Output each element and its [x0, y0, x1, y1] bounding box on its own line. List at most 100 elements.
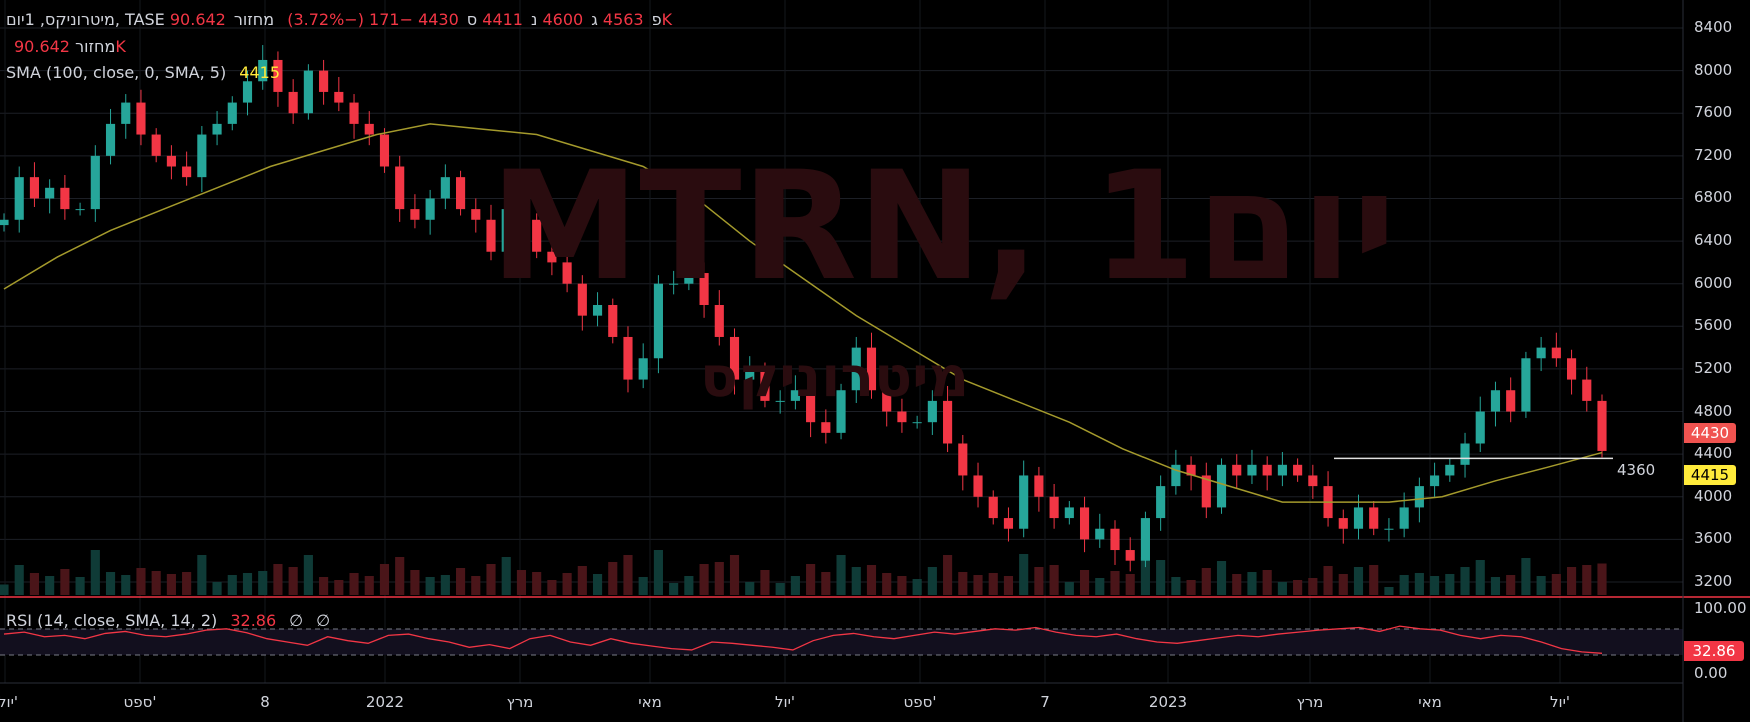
- price-axis-label: 4000: [1694, 486, 1733, 505]
- candle: [745, 368, 755, 380]
- volume-bar: [303, 555, 313, 595]
- candle: [729, 336, 740, 380]
- volume-bar: [242, 573, 253, 595]
- candle: [1216, 464, 1227, 508]
- volume-bar: [532, 572, 542, 595]
- price-axis-label: 6800: [1694, 188, 1733, 207]
- candle: [790, 390, 800, 401]
- candle: [227, 102, 237, 124]
- volume-bar: [1430, 576, 1440, 595]
- candle: [1110, 528, 1120, 551]
- time-axis-label: 2022: [365, 693, 405, 711]
- volume-bar: [714, 562, 724, 595]
- volume-bar: [988, 573, 998, 595]
- volume-bar: [1216, 561, 1227, 595]
- price-axis-label: 3600: [1694, 529, 1733, 548]
- candle: [1536, 347, 1546, 359]
- candle: [136, 102, 146, 135]
- close-value: 4430: [418, 10, 459, 29]
- price-axis-label: 5200: [1694, 358, 1733, 377]
- candle: [927, 400, 937, 423]
- time-axis-label: יול': [0, 693, 19, 711]
- time-axis-label: 8: [260, 693, 270, 711]
- time-axis-label: מרץ: [506, 693, 534, 711]
- candle: [669, 283, 679, 285]
- price-axis-label: 8400: [1694, 18, 1733, 36]
- candle: [1095, 528, 1105, 540]
- candle: [1003, 518, 1014, 529]
- volume-bar: [410, 570, 420, 595]
- volume-bar: [1338, 574, 1348, 595]
- volume-bar: [425, 577, 435, 595]
- volume-bar: [943, 555, 953, 595]
- volume-bar: [258, 571, 268, 595]
- candle: [973, 475, 983, 497]
- candle: [988, 496, 998, 519]
- volume-bar: [90, 550, 100, 595]
- sma-legend[interactable]: SMA (100, close, 0, SMA, 5) 4415: [6, 63, 280, 82]
- volume-bar: [1369, 565, 1379, 595]
- volume-bar: [45, 576, 55, 595]
- volume-bar: [1460, 567, 1470, 595]
- volume-bar: [212, 582, 222, 595]
- time-axis-label: 2023: [1148, 693, 1188, 711]
- volume-bar: [14, 565, 24, 595]
- volume-bar: [1171, 577, 1181, 595]
- volume-bar: [75, 577, 85, 595]
- time-axis-label: מאי: [638, 693, 662, 711]
- candle: [486, 219, 496, 252]
- candle: [592, 305, 603, 316]
- candle: [1430, 475, 1440, 487]
- candle: [1566, 358, 1577, 380]
- candle: [866, 347, 877, 391]
- volume-bar: [1551, 574, 1561, 595]
- candle: [0, 219, 9, 226]
- volume-bar: [1262, 570, 1272, 595]
- symbol-legend[interactable]: מיטרוניקס, 1יום, TASE פ4563 ג4600 נ4411 …: [6, 10, 673, 29]
- volume-bar: [197, 555, 207, 595]
- volume-legend[interactable]: מחזור 90.642K: [14, 37, 126, 56]
- volume-bar: [1536, 576, 1546, 595]
- volume-bar: [349, 573, 359, 595]
- volume-bar: [684, 576, 694, 595]
- candle: [1582, 379, 1592, 401]
- volume-bar: [958, 572, 968, 595]
- symbol-name[interactable]: מיטרוניקס, 1יום, TASE: [6, 10, 165, 29]
- candle: [1262, 464, 1272, 476]
- candle: [897, 411, 907, 423]
- rsi-legend[interactable]: RSI (14, close, SMA, 14, 2) 32.86 ∅ ∅: [6, 611, 331, 630]
- volume-bar: [136, 568, 146, 595]
- candle: [1034, 475, 1044, 497]
- volume-bar: [364, 576, 374, 595]
- volume-bar: [1277, 582, 1287, 595]
- time-axis-label: 7: [1040, 693, 1050, 711]
- candle: [258, 59, 268, 82]
- candle: [1521, 358, 1531, 412]
- volume-bar: [1293, 580, 1303, 595]
- volume-bar: [1323, 566, 1333, 595]
- candle: [760, 368, 770, 401]
- volume-bar: [836, 555, 846, 595]
- volume-bar: [897, 576, 907, 595]
- candle: [14, 177, 24, 220]
- candle: [623, 336, 633, 380]
- time-axis-label: ספט': [123, 693, 157, 711]
- time-axis-label: יול': [1549, 693, 1571, 711]
- candle: [1125, 550, 1135, 561]
- volume-bar: [1445, 574, 1455, 595]
- time-axis-label: מאי: [1418, 693, 1442, 711]
- volume-bar: [1506, 575, 1516, 595]
- volume-bar: [1475, 560, 1485, 595]
- candle: [105, 123, 116, 156]
- candle: [242, 81, 253, 103]
- candle: [1247, 464, 1257, 476]
- candle: [349, 102, 359, 124]
- candle: [821, 422, 831, 433]
- volume-bar: [1003, 576, 1014, 595]
- volume-bar: [29, 573, 40, 595]
- time-axis-label: ספט': [903, 693, 937, 711]
- volume-bar: [516, 570, 527, 595]
- candle: [395, 166, 405, 210]
- candle: [958, 443, 968, 476]
